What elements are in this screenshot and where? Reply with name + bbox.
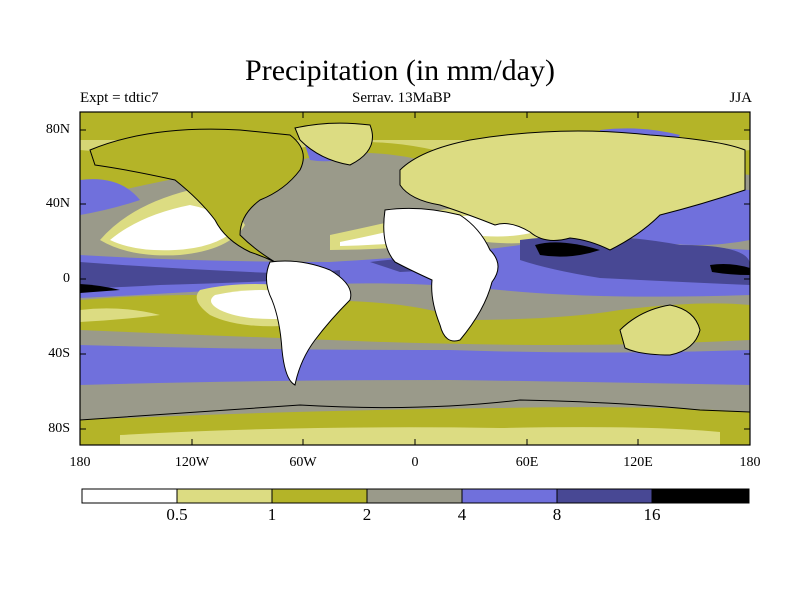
y-label-40s: 40S xyxy=(48,346,70,361)
colorbar-swatch-5 xyxy=(462,489,557,503)
axis-ticks xyxy=(79,112,751,445)
africa xyxy=(383,207,499,342)
colorbar-swatch-7 xyxy=(652,489,749,503)
colorbar-frame xyxy=(81,488,750,504)
precip-s-pacific-light xyxy=(80,308,160,322)
colorbar-label-1: 1 xyxy=(267,505,277,524)
season-label: JJA xyxy=(729,90,752,106)
precip-wpacific-core xyxy=(710,264,750,275)
precip-sh-stormtrack xyxy=(80,345,750,385)
x-label-60e: 60E xyxy=(515,455,539,470)
antarctica-coast xyxy=(80,399,750,421)
x-label-120w: 120W xyxy=(174,455,210,470)
precip-ne-pacific-dry xyxy=(110,205,235,251)
australia xyxy=(619,304,701,356)
subtitle-label: Serrav. 13MaBP xyxy=(352,90,452,106)
x-label-60w: 60W xyxy=(289,455,317,470)
precip-itcz-pacific-dark xyxy=(80,262,340,288)
precip-antarctic-light xyxy=(120,427,720,445)
eurasia xyxy=(399,130,746,251)
colorbar-swatch-2 xyxy=(177,489,272,503)
y-label-80n: 80N xyxy=(45,122,70,137)
experiment-label: Expt = tdtic7 xyxy=(80,90,159,106)
colorbar-swatch-1 xyxy=(82,489,177,503)
colorbar-label-8: 8 xyxy=(552,505,562,524)
continent-outlines xyxy=(80,122,750,421)
colorbar-label-2: 2 xyxy=(362,505,372,524)
colorbar-label-0-5: 0.5 xyxy=(166,505,188,524)
colorbar-swatch-4 xyxy=(367,489,462,503)
map-title: Precipitation (in mm/day) xyxy=(245,54,555,87)
south-america xyxy=(266,260,352,386)
colorbar-label-16: 16 xyxy=(643,505,661,524)
colorbar-swatch-6 xyxy=(557,489,652,503)
precip-patch-npacific xyxy=(80,179,140,215)
colorbar-label-4: 4 xyxy=(457,505,467,524)
x-label-0: 0 xyxy=(411,455,419,470)
y-label-0: 0 xyxy=(63,271,70,286)
x-label-180w: 180 xyxy=(69,455,91,470)
colorbar xyxy=(81,488,750,504)
north-america xyxy=(89,128,304,263)
y-label-80s: 80S xyxy=(48,421,70,436)
precip-itcz-core xyxy=(80,284,120,293)
colorbar-swatch-3 xyxy=(272,489,367,503)
x-label-180e: 180 xyxy=(739,455,761,470)
precip-bay-of-bengal-core xyxy=(535,242,600,257)
x-label-120e: 120E xyxy=(623,455,653,470)
y-label-40n: 40N xyxy=(45,196,70,211)
greenland xyxy=(294,122,373,166)
